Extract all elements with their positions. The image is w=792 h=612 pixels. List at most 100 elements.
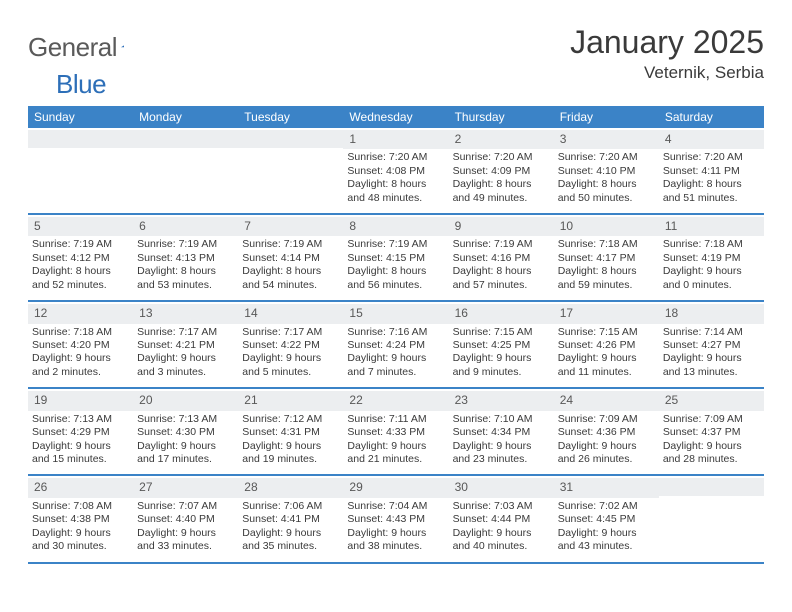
day-header: Saturday: [659, 106, 764, 128]
day-cell: 18Sunrise: 7:14 AMSunset: 4:27 PMDayligh…: [659, 302, 764, 387]
sunrise-text: Sunrise: 7:07 AM: [137, 500, 234, 513]
daylight-text: Daylight: 9 hours and 40 minutes.: [453, 527, 550, 554]
sunrise-text: Sunrise: 7:04 AM: [347, 500, 444, 513]
week-row: 19Sunrise: 7:13 AMSunset: 4:29 PMDayligh…: [28, 389, 764, 476]
daylight-text: Daylight: 8 hours and 54 minutes.: [242, 265, 339, 292]
day-number: [659, 478, 764, 496]
sunrise-text: Sunrise: 7:20 AM: [453, 151, 550, 164]
sunrise-text: Sunrise: 7:20 AM: [558, 151, 655, 164]
sunrise-text: Sunrise: 7:20 AM: [347, 151, 444, 164]
sunset-text: Sunset: 4:41 PM: [242, 513, 339, 526]
day-cell: [133, 128, 238, 213]
sunrise-text: Sunrise: 7:15 AM: [558, 326, 655, 339]
day-number: 13: [133, 304, 238, 323]
day-number: 18: [659, 304, 764, 323]
day-cell: 20Sunrise: 7:13 AMSunset: 4:30 PMDayligh…: [133, 389, 238, 474]
daylight-text: Daylight: 9 hours and 26 minutes.: [558, 440, 655, 467]
sunset-text: Sunset: 4:16 PM: [453, 252, 550, 265]
sunrise-text: Sunrise: 7:16 AM: [347, 326, 444, 339]
daylight-text: Daylight: 8 hours and 56 minutes.: [347, 265, 444, 292]
day-cell: 7Sunrise: 7:19 AMSunset: 4:14 PMDaylight…: [238, 215, 343, 300]
daylight-text: Daylight: 9 hours and 35 minutes.: [242, 527, 339, 554]
sunset-text: Sunset: 4:12 PM: [32, 252, 129, 265]
sunset-text: Sunset: 4:21 PM: [137, 339, 234, 352]
day-number: 6: [133, 217, 238, 236]
day-cell: 29Sunrise: 7:04 AMSunset: 4:43 PMDayligh…: [343, 476, 448, 561]
week-row: 1Sunrise: 7:20 AMSunset: 4:08 PMDaylight…: [28, 128, 764, 215]
day-number: [133, 130, 238, 148]
day-number: 2: [449, 130, 554, 149]
daylight-text: Daylight: 9 hours and 11 minutes.: [558, 352, 655, 379]
day-header: Wednesday: [343, 106, 448, 128]
sunrise-text: Sunrise: 7:19 AM: [242, 238, 339, 251]
sunset-text: Sunset: 4:22 PM: [242, 339, 339, 352]
sunrise-text: Sunrise: 7:09 AM: [558, 413, 655, 426]
sunrise-text: Sunrise: 7:19 AM: [453, 238, 550, 251]
day-number: 24: [554, 391, 659, 410]
sunrise-text: Sunrise: 7:06 AM: [242, 500, 339, 513]
day-number: 29: [343, 478, 448, 497]
day-number: 23: [449, 391, 554, 410]
sunset-text: Sunset: 4:11 PM: [663, 165, 760, 178]
day-number: 26: [28, 478, 133, 497]
daylight-text: Daylight: 9 hours and 13 minutes.: [663, 352, 760, 379]
daylight-text: Daylight: 9 hours and 28 minutes.: [663, 440, 760, 467]
day-header: Sunday: [28, 106, 133, 128]
daylight-text: Daylight: 9 hours and 7 minutes.: [347, 352, 444, 379]
daylight-text: Daylight: 9 hours and 2 minutes.: [32, 352, 129, 379]
day-number: 14: [238, 304, 343, 323]
day-cell: 27Sunrise: 7:07 AMSunset: 4:40 PMDayligh…: [133, 476, 238, 561]
day-cell: 17Sunrise: 7:15 AMSunset: 4:26 PMDayligh…: [554, 302, 659, 387]
daylight-text: Daylight: 9 hours and 17 minutes.: [137, 440, 234, 467]
sunset-text: Sunset: 4:38 PM: [32, 513, 129, 526]
sunset-text: Sunset: 4:20 PM: [32, 339, 129, 352]
day-header: Thursday: [449, 106, 554, 128]
day-cell: 15 Sunrise: 7:16 AMSunset: 4:24 PMDayligh…: [343, 302, 448, 387]
sunset-text: Sunset: 4:29 PM: [32, 426, 129, 439]
sunset-text: Sunset: 4:13 PM: [137, 252, 234, 265]
sunset-text: Sunset: 4:17 PM: [558, 252, 655, 265]
day-number: 21: [238, 391, 343, 410]
day-number: 28: [238, 478, 343, 497]
day-header-row: SundayMondayTuesdayWednesdayThursdayFrid…: [28, 106, 764, 128]
daylight-text: Daylight: 8 hours and 52 minutes.: [32, 265, 129, 292]
day-cell: 11Sunrise: 7:18 AMSunset: 4:19 PMDayligh…: [659, 215, 764, 300]
sunset-text: Sunset: 4:14 PM: [242, 252, 339, 265]
sunset-text: Sunset: 4:36 PM: [558, 426, 655, 439]
day-cell: 9Sunrise: 7:19 AMSunset: 4:16 PMDaylight…: [449, 215, 554, 300]
day-cell: 21Sunrise: 7:12 AMSunset: 4:31 PMDayligh…: [238, 389, 343, 474]
day-number: 1: [343, 130, 448, 149]
day-number: 15: [343, 304, 448, 323]
daylight-text: Daylight: 9 hours and 9 minutes.: [453, 352, 550, 379]
daylight-text: Daylight: 8 hours and 50 minutes.: [558, 178, 655, 205]
sunrise-text: Sunrise: 7:19 AM: [137, 238, 234, 251]
day-cell: 14Sunrise: 7:17 AMSunset: 4:22 PMDayligh…: [238, 302, 343, 387]
sunset-text: Sunset: 4:24 PM: [347, 339, 444, 352]
day-cell: 13Sunrise: 7:17 AMSunset: 4:21 PMDayligh…: [133, 302, 238, 387]
day-cell: 1Sunrise: 7:20 AMSunset: 4:08 PMDaylight…: [343, 128, 448, 213]
logo: General: [28, 24, 145, 63]
week-row: 26Sunrise: 7:08 AMSunset: 4:38 PMDayligh…: [28, 476, 764, 563]
sunrise-text: Sunrise: 7:19 AM: [32, 238, 129, 251]
sunrise-text: Sunrise: 7:03 AM: [453, 500, 550, 513]
day-number: [28, 130, 133, 148]
sunrise-text: Sunrise: 7:09 AM: [663, 413, 760, 426]
day-number: 16: [449, 304, 554, 323]
day-cell: 24 Sunrise: 7:09 AMSunset: 4:36 PMDayligh…: [554, 389, 659, 474]
day-cell: 23Sunrise: 7:10 AMSunset: 4:34 PMDayligh…: [449, 389, 554, 474]
sunset-text: Sunset: 4:43 PM: [347, 513, 444, 526]
day-number: 9: [449, 217, 554, 236]
day-cell: 5Sunrise: 7:19 AMSunset: 4:12 PMDaylight…: [28, 215, 133, 300]
day-number: 10: [554, 217, 659, 236]
daylight-text: Daylight: 9 hours and 21 minutes.: [347, 440, 444, 467]
day-cell: 10Sunrise: 7:18 AMSunset: 4:17 PMDayligh…: [554, 215, 659, 300]
day-number: 31: [554, 478, 659, 497]
week-row: 5Sunrise: 7:19 AMSunset: 4:12 PMDaylight…: [28, 215, 764, 302]
day-cell: 28 Sunrise: 7:06 AMSunset: 4:41 PMDayligh…: [238, 476, 343, 561]
daylight-text: Daylight: 9 hours and 19 minutes.: [242, 440, 339, 467]
sunset-text: Sunset: 4:37 PM: [663, 426, 760, 439]
daylight-text: Daylight: 8 hours and 53 minutes.: [137, 265, 234, 292]
day-cell: 26Sunrise: 7:08 AMSunset: 4:38 PMDayligh…: [28, 476, 133, 561]
day-cell: 22Sunrise: 7:11 AMSunset: 4:33 PMDayligh…: [343, 389, 448, 474]
day-number: 27: [133, 478, 238, 497]
